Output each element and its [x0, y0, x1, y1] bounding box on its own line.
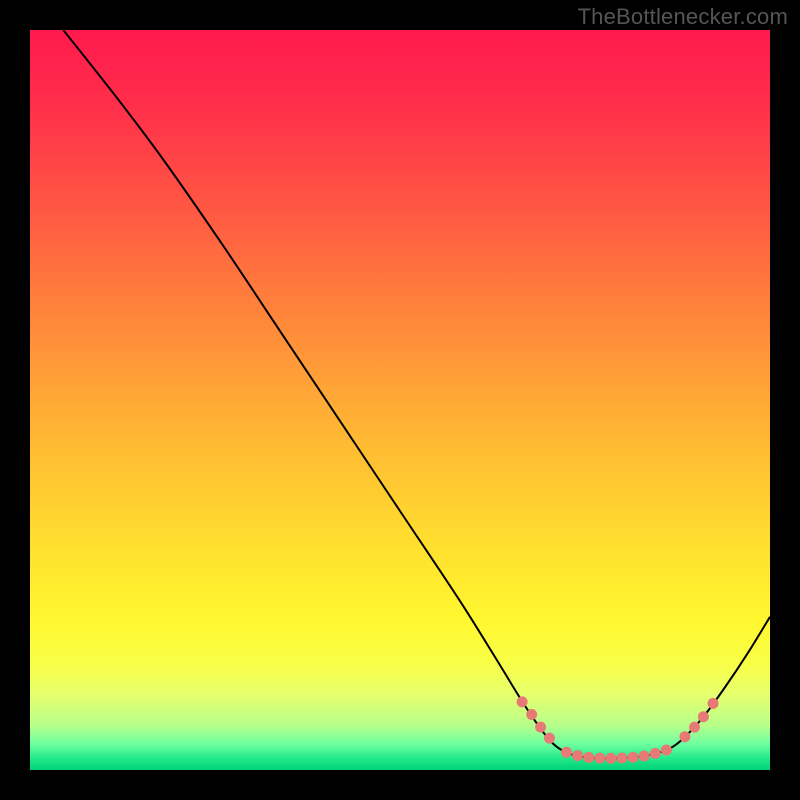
marker-point — [544, 733, 554, 743]
marker-point — [595, 753, 605, 763]
marker-point — [650, 748, 660, 758]
marker-point — [628, 752, 638, 762]
marker-point — [680, 732, 690, 742]
marker-point — [562, 747, 572, 757]
marker-point — [527, 710, 537, 720]
marker-point — [639, 751, 649, 761]
marker-point — [536, 722, 546, 732]
watermark-text: TheBottlenecker.com — [578, 4, 788, 30]
marker-point — [661, 745, 671, 755]
marker-point — [584, 752, 594, 762]
marker-point — [690, 722, 700, 732]
marker-point — [708, 698, 718, 708]
plot-background — [30, 30, 770, 770]
marker-point — [517, 697, 527, 707]
chart-container: TheBottlenecker.com — [0, 0, 800, 800]
bottleneck-curve-chart — [0, 0, 800, 800]
marker-point — [606, 753, 616, 763]
marker-point — [698, 712, 708, 722]
marker-point — [573, 751, 583, 761]
marker-point — [617, 753, 627, 763]
